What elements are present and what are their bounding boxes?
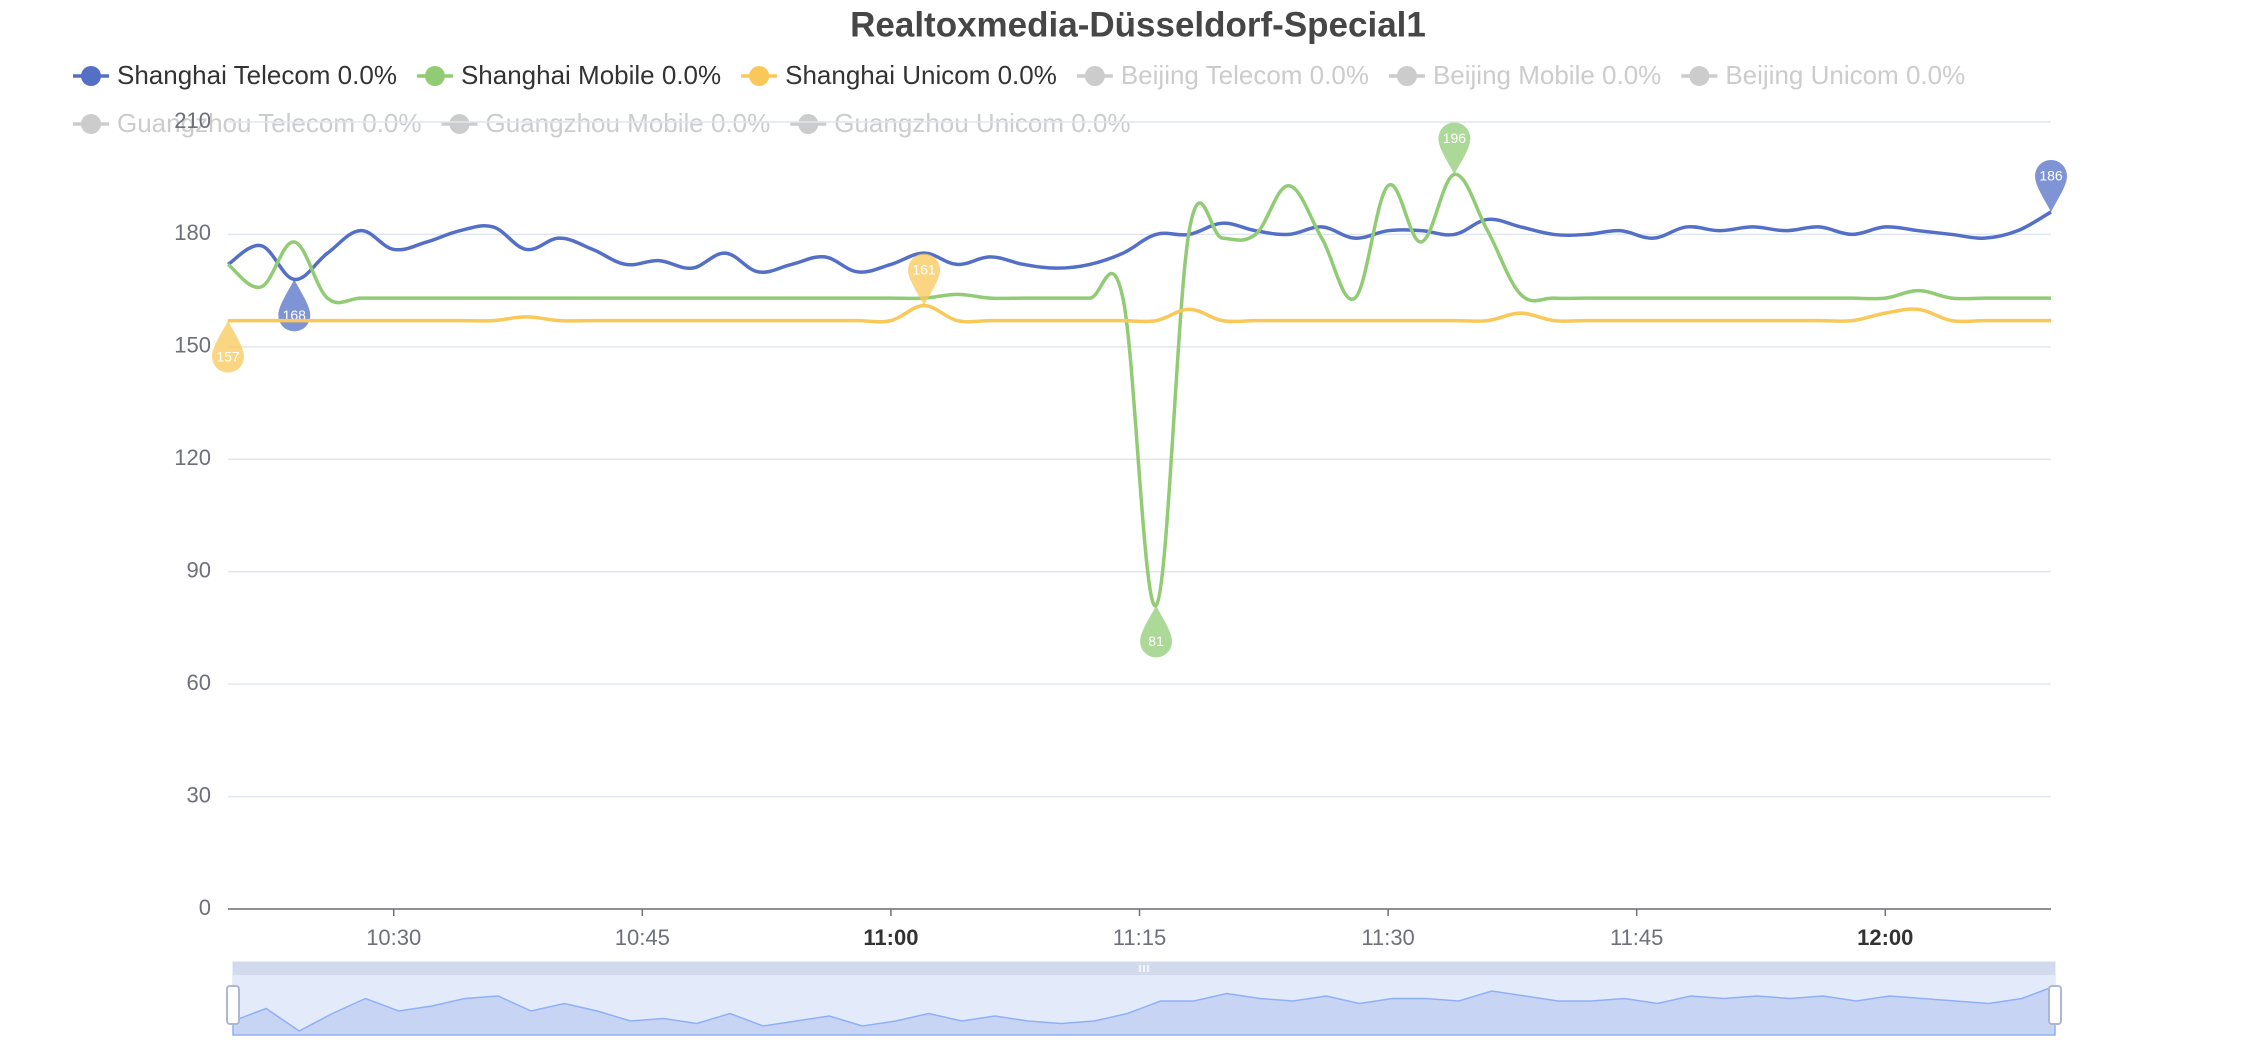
legend-label: Guangzhou Mobile 0.0% [486, 108, 771, 138]
legend-label: Beijing Mobile 0.0% [1433, 60, 1661, 90]
zoom-handle[interactable] [2048, 985, 2062, 1025]
legend-item[interactable]: Guangzhou Telecom 0.0% [73, 108, 422, 138]
legend-item[interactable]: Shanghai Mobile 0.0% [416, 60, 721, 90]
legend-item[interactable]: Beijing Mobile 0.0% [1388, 60, 1661, 90]
y-tick-label: 150 [174, 333, 211, 358]
mark-pin [278, 279, 311, 332]
x-tick-label: 11:00 [863, 925, 918, 950]
zoom-handle[interactable] [226, 985, 240, 1025]
series-line [228, 303, 2051, 324]
legend-icon [424, 66, 445, 86]
y-tick-label: 0 [199, 895, 211, 920]
legend-item[interactable]: Guangzhou Unicom 0.0% [790, 108, 1131, 138]
x-tick-label: 12:00 [1857, 925, 1913, 950]
legend-icon [749, 66, 770, 86]
legend-label: Guangzhou Telecom 0.0% [117, 108, 422, 138]
y-tick-label: 210 [174, 108, 211, 133]
legend-icon [798, 114, 819, 134]
legend-icon [449, 114, 470, 134]
mark-pin-label: 196 [1443, 130, 1467, 146]
mark-pin-label: 81 [1148, 633, 1164, 649]
y-tick-label: 120 [174, 445, 211, 470]
mark-pin [1438, 122, 1471, 175]
legend-icon [1689, 66, 1710, 86]
legend-label: Shanghai Telecom 0.0% [117, 60, 397, 90]
mark-pin-label: 161 [912, 261, 936, 277]
legend-label: Shanghai Unicom 0.0% [785, 60, 1057, 90]
legend-item[interactable]: Beijing Unicom 0.0% [1681, 60, 1965, 90]
mark-pin [908, 253, 941, 306]
y-tick-label: 90 [187, 558, 211, 583]
series-line [226, 172, 2051, 608]
legend-label: Beijing Unicom 0.0% [1725, 60, 1965, 90]
chart-title: Realtoxmedia-Düsseldorf-Special1 [850, 5, 1426, 44]
legend-icon [81, 114, 101, 134]
y-tick-label: 30 [187, 782, 211, 807]
mark-pin [212, 320, 244, 373]
x-tick-label: 11:45 [1610, 925, 1663, 950]
x-tick-label: 10:30 [366, 925, 421, 950]
legend-item[interactable]: Guangzhou Mobile 0.0% [441, 108, 771, 138]
series-line [227, 210, 2052, 282]
x-tick-label: 11:30 [1361, 925, 1414, 950]
mark-pin-label: 186 [2039, 168, 2063, 184]
x-tick-label: 10:45 [615, 925, 670, 950]
legend-icon [81, 66, 101, 86]
y-tick-label: 60 [187, 670, 211, 695]
legend-label: Beijing Telecom 0.0% [1121, 60, 1369, 90]
legend-item[interactable]: Beijing Telecom 0.0% [1076, 60, 1369, 90]
legend-icon [1084, 66, 1105, 86]
zoom-area [232, 984, 2056, 1036]
mark-pin [1140, 605, 1173, 658]
x-tick-label: 11:15 [1113, 925, 1166, 950]
legend-label: Shanghai Mobile 0.0% [461, 60, 721, 90]
mark-pin-label: 157 [216, 348, 240, 364]
legend-item[interactable]: Shanghai Telecom 0.0% [73, 60, 397, 90]
mark-pin [2035, 159, 2067, 212]
legend-icon [1396, 66, 1417, 86]
legend-item[interactable]: Shanghai Unicom 0.0% [741, 60, 1057, 90]
legend-label: Guangzhou Unicom 0.0% [834, 108, 1130, 138]
y-tick-label: 180 [174, 220, 211, 245]
